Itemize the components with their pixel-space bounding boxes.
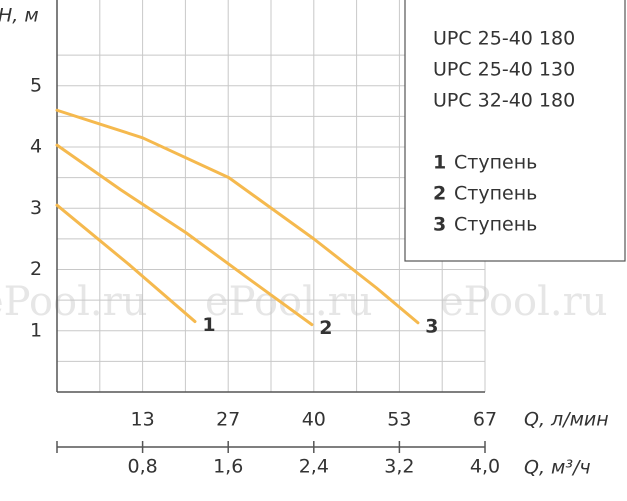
y-tick-label: 4 — [30, 136, 42, 158]
legend-box — [404, 0, 626, 262]
y-tick-label: 3 — [30, 197, 42, 219]
x2-tick-label: 3,2 — [384, 456, 414, 478]
legend-label: Ступень — [454, 214, 537, 236]
x-tick-label: 27 — [216, 409, 240, 431]
legend-model: UPC 25-40 180 — [433, 28, 575, 50]
x-axis-title: Q, л/мин — [524, 409, 609, 431]
legend-model: UPC 32-40 180 — [433, 90, 575, 112]
y-axis-title: H, м — [0, 5, 39, 27]
x-tick-label: 53 — [387, 409, 411, 431]
legend-number: 2 — [433, 183, 446, 205]
curve — [55, 203, 197, 324]
curve — [55, 108, 420, 325]
x-tick-label: 40 — [302, 409, 326, 431]
x-tick-label: 67 — [473, 409, 497, 431]
x2-tick-label: 2,4 — [299, 456, 329, 478]
curve — [55, 143, 314, 327]
watermark: ePool.ru — [0, 279, 148, 325]
y-tick-label: 1 — [30, 319, 42, 341]
watermark: ePool.ru — [205, 279, 373, 325]
legend-label: Ступень — [454, 183, 537, 205]
watermark: ePool.ru — [440, 279, 608, 325]
legend-label: Ступень — [454, 152, 537, 174]
curve-label: 3 — [425, 315, 438, 337]
x2-tick-label: 4,0 — [470, 456, 500, 478]
x2-axis-title: Q, м³/ч — [524, 457, 591, 479]
x-tick-label: 13 — [131, 409, 155, 431]
legend-number: 3 — [433, 214, 446, 236]
legend-model: UPC 25-40 130 — [433, 59, 575, 81]
x2-tick-label: 1,6 — [213, 456, 243, 478]
y-tick-label: 2 — [30, 258, 42, 280]
curve-label: 1 — [202, 314, 215, 336]
y-tick-label: 5 — [30, 74, 42, 96]
curve-label: 2 — [319, 317, 332, 339]
x2-tick-label: 0,8 — [127, 456, 157, 478]
legend-number: 1 — [433, 152, 446, 174]
